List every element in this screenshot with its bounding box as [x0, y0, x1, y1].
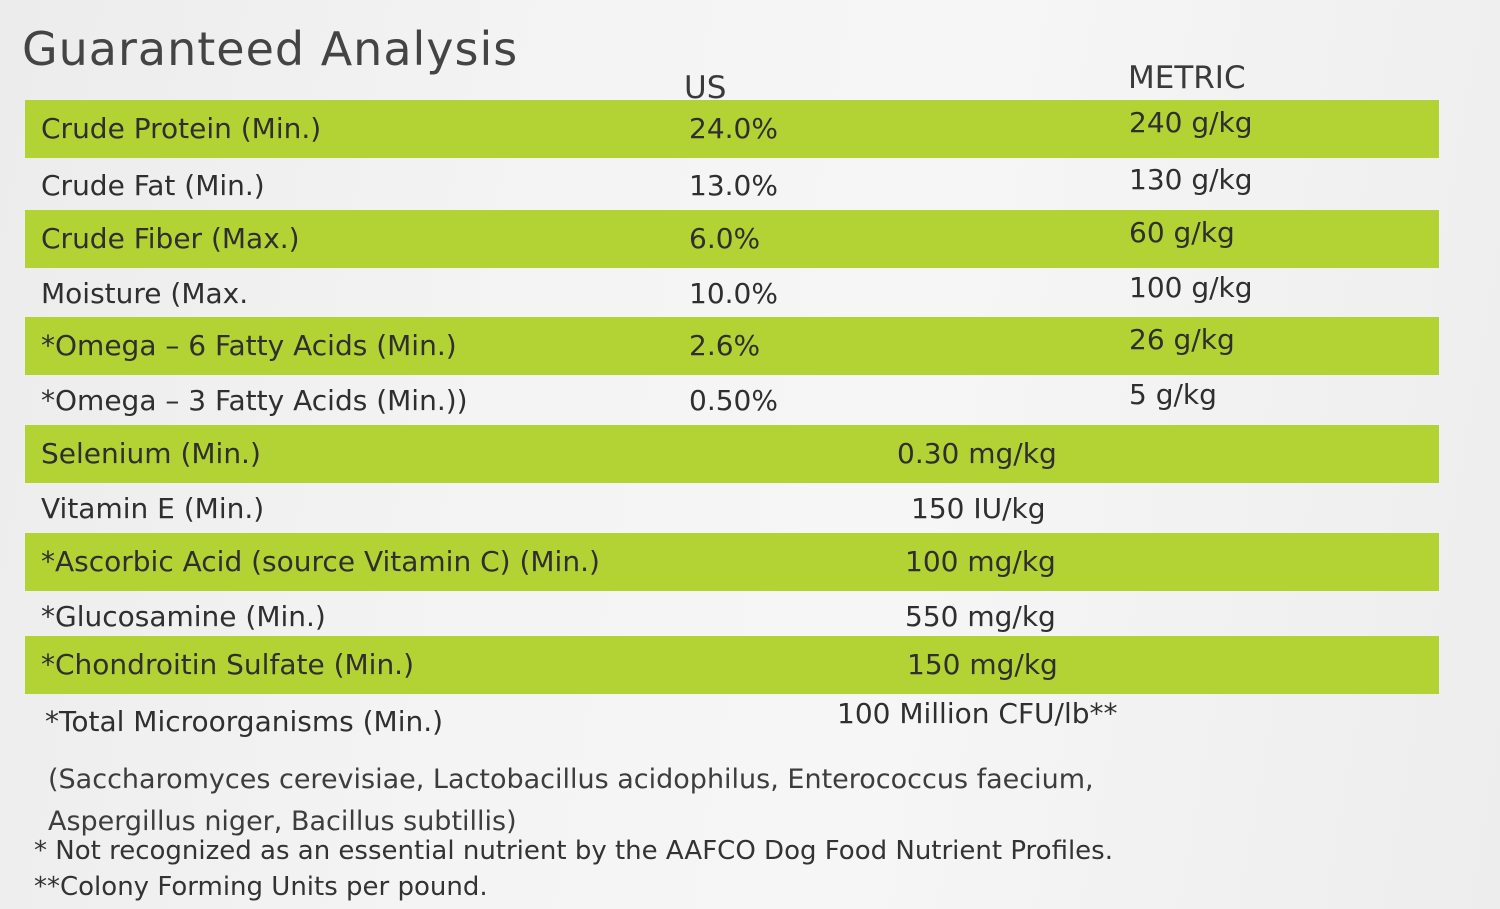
us-value: 10.0% [689, 277, 778, 310]
table-row: Crude Fiber (Max.) 6.0% 60 g/kg [25, 210, 1439, 268]
nutrient-label: *Total Microorganisms (Min.) [45, 705, 444, 738]
page-title: Guaranteed Analysis [22, 22, 519, 76]
nutrient-label: *Omega – 3 Fatty Acids (Min.)) [41, 384, 468, 417]
us-value: 13.0% [689, 169, 778, 202]
nutrient-value: 100 Million CFU/lb** [837, 697, 1118, 730]
table-row: Selenium (Min.) 0.30 mg/kg [25, 425, 1439, 483]
table-row: *Ascorbic Acid (source Vitamin C) (Min.)… [25, 533, 1439, 591]
footnote-aafco: * Not recognized as an essential nutrien… [34, 836, 1113, 866]
table-row: Vitamin E (Min.) 150 IU/kg [25, 480, 1439, 538]
table-row: Moisture (Max. 10.0% 100 g/kg [25, 265, 1439, 323]
us-value: 0.50% [689, 384, 778, 417]
table-row: *Omega – 6 Fatty Acids (Min.) 2.6% 26 g/… [25, 317, 1439, 375]
nutrient-label: Moisture (Max. [41, 277, 249, 310]
nutrient-label: *Ascorbic Acid (source Vitamin C) (Min.) [41, 545, 600, 578]
metric-value: 130 g/kg [1129, 163, 1253, 196]
nutrient-value: 550 mg/kg [905, 600, 1056, 633]
nutrient-label: Crude Fat (Min.) [41, 169, 265, 202]
table-row: *Chondroitin Sulfate (Min.) 150 mg/kg [25, 636, 1439, 694]
metric-value: 100 g/kg [1129, 271, 1253, 304]
nutrient-label: *Glucosamine (Min.) [41, 600, 326, 633]
nutrient-label: Crude Protein (Min.) [41, 112, 322, 145]
organisms-list-line-2: Aspergillus niger, Bacillus subtillis) [48, 806, 517, 837]
us-value: 6.0% [689, 222, 761, 255]
table-row: *Glucosamine (Min.) 550 mg/kg [25, 588, 1439, 646]
nutrient-label: *Omega – 6 Fatty Acids (Min.) [41, 329, 457, 362]
us-value: 2.6% [689, 329, 761, 362]
metric-value: 240 g/kg [1129, 106, 1253, 139]
organisms-list-line-1: (Saccharomyces cerevisiae, Lactobacillus… [48, 764, 1094, 795]
nutrient-value: 150 IU/kg [911, 492, 1046, 525]
table-row: Crude Protein (Min.) 24.0% 240 g/kg [25, 100, 1439, 158]
nutrient-value: 100 mg/kg [905, 545, 1056, 578]
table-row: Crude Fat (Min.) 13.0% 130 g/kg [25, 157, 1439, 215]
metric-value: 60 g/kg [1129, 216, 1235, 249]
nutrient-value: 0.30 mg/kg [897, 437, 1057, 470]
nutrient-label: Selenium (Min.) [41, 437, 261, 470]
nutrient-value: 150 mg/kg [907, 648, 1058, 681]
table-row: *Omega – 3 Fatty Acids (Min.)) 0.50% 5 g… [25, 372, 1439, 430]
nutrient-label: Vitamin E (Min.) [41, 492, 265, 525]
nutrient-label: Crude Fiber (Max.) [41, 222, 300, 255]
table-row: *Total Microorganisms (Min.) 100 Million… [25, 693, 1439, 751]
us-value: 24.0% [689, 112, 778, 145]
metric-value: 26 g/kg [1129, 323, 1235, 356]
column-header-metric: METRIC [1128, 60, 1246, 96]
footnote-cfu: **Colony Forming Units per pound. [34, 872, 488, 902]
nutrient-label: *Chondroitin Sulfate (Min.) [41, 648, 415, 681]
metric-value: 5 g/kg [1129, 378, 1217, 411]
